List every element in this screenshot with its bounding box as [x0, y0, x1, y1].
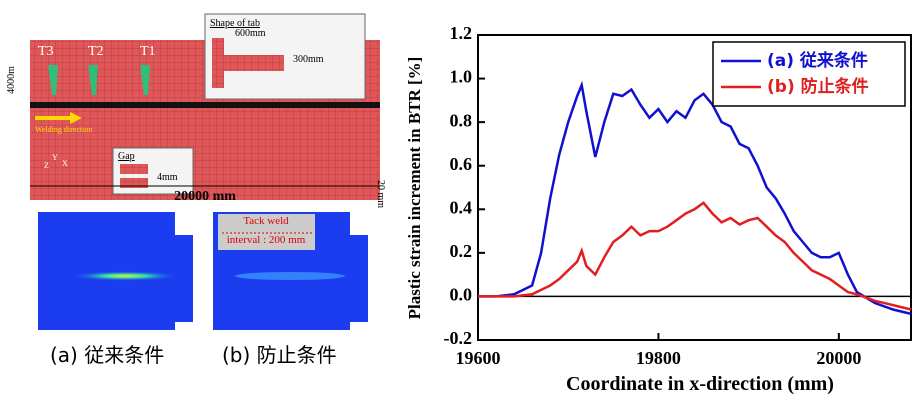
y-tick-label: 0.6: [450, 154, 473, 174]
axis-x: X: [62, 159, 68, 168]
caption: (b) 防止条件: [222, 343, 337, 367]
gap-part: [120, 164, 148, 174]
y-tick-label: 1.0: [450, 67, 473, 87]
y-tick-label: -0.2: [444, 328, 473, 348]
series-line: [478, 85, 911, 314]
x-tick-label: 19800: [636, 348, 681, 368]
caption: (a) 従来条件: [50, 343, 164, 367]
tab-shape: [224, 55, 284, 71]
legend-label: (a) 従来条件: [767, 50, 868, 71]
y-tick-label: 0.8: [450, 110, 473, 130]
y-axis-title: Plastic strain increment in BTR [%]: [405, 57, 424, 320]
figure: Shape of tab 600mm 300mm 4000m T3 T2 T1 …: [0, 0, 912, 403]
axis-y: Y: [52, 153, 58, 162]
axis-z: Z: [44, 161, 49, 170]
contours: Tack weld interval : 200 mm (a) 従来条件 (b)…: [38, 212, 368, 367]
thickness: 20 mm: [375, 180, 386, 208]
tack-interval: interval : 200 mm: [227, 234, 306, 246]
tack-label: T1: [140, 44, 156, 59]
tack-weld: Tack weld: [243, 215, 289, 227]
tack-label: T2: [88, 44, 104, 59]
x-tick-label: 20000: [816, 348, 861, 368]
fe-model: Shape of tab 600mm 300mm 4000m T3 T2 T1 …: [6, 14, 386, 208]
weld-line: [30, 102, 380, 108]
y-tick-label: 0.4: [450, 197, 473, 217]
tab-shape: [212, 38, 224, 88]
x-axis-title: Coordinate in x-direction (mm): [566, 373, 834, 395]
y-tick-label: 0.0: [450, 285, 473, 305]
tab-height: 300mm: [293, 54, 324, 65]
length: 20000 mm: [174, 189, 236, 204]
gap-title: Gap: [118, 151, 135, 162]
x-tick-label: 19600: [456, 348, 501, 368]
contour-a: [38, 212, 193, 330]
tab-width: 600mm: [235, 28, 266, 39]
y-tick-label: 0.2: [450, 241, 473, 261]
hot-zone: [235, 272, 345, 280]
legend-label: (b) 防止条件: [767, 76, 869, 97]
y-tick-label: 1.2: [450, 23, 473, 43]
gap-size: 4mm: [157, 172, 178, 183]
hot-zone: [70, 271, 180, 281]
tack-label: T3: [38, 44, 54, 59]
series-line: [478, 203, 911, 310]
plate-width: 4000m: [6, 66, 17, 94]
welding-direction: Welding direction: [35, 125, 92, 134]
